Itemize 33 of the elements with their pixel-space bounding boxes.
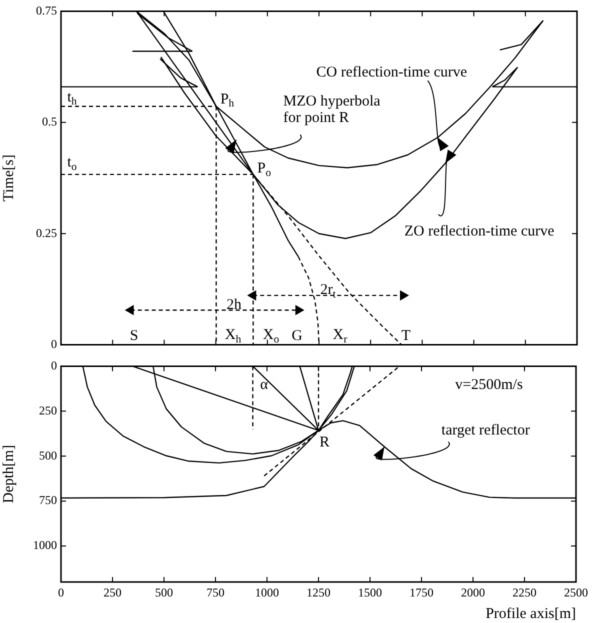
y-axis-title: Time[s] [0, 154, 17, 202]
x-axis-title: Profile axis[m] [486, 606, 576, 622]
y-tick-label: 750 [39, 493, 57, 508]
y-tick-label: 250 [39, 403, 57, 418]
annotation: target reflector [441, 422, 530, 439]
x-tick-label: 2000 [461, 585, 485, 600]
y-axis-title: Depth[m] [0, 444, 17, 504]
x-tick-label: 2250 [512, 585, 536, 600]
x-tick-label: 1750 [410, 585, 434, 600]
annotation: R [320, 434, 330, 450]
annotation: 2h [226, 296, 242, 313]
annotation: G [292, 328, 303, 344]
y-tick-label: 0 [51, 336, 57, 351]
x-tick-label: 750 [206, 585, 224, 600]
y-tick-label: 500 [39, 448, 57, 462]
x-tick-label: 250 [104, 585, 122, 600]
x-tick-label: 1250 [306, 585, 330, 600]
x-tick-label: 1500 [358, 585, 382, 600]
annotation: α [260, 376, 268, 393]
y-tick-label: 1000 [33, 538, 57, 552]
y-tick-label: 0.5 [42, 114, 57, 129]
x-tick-label: 500 [155, 585, 173, 600]
annotation: ZO reflection-time curve [404, 223, 555, 240]
x-tick-label: 2500 [564, 585, 588, 600]
annotation: v=2500m/s [455, 376, 523, 393]
y-tick-label: 0.75 [36, 3, 57, 18]
y-tick-label: 0.25 [36, 226, 57, 240]
annotation: CO reflection-time curve [316, 64, 468, 80]
annotation: MZO hyperbola for point R [283, 93, 381, 126]
x-tick-label: 1000 [255, 585, 279, 600]
annotation: T [401, 328, 411, 344]
annotation: S [130, 328, 138, 344]
y-tick-label: 0 [51, 358, 57, 372]
